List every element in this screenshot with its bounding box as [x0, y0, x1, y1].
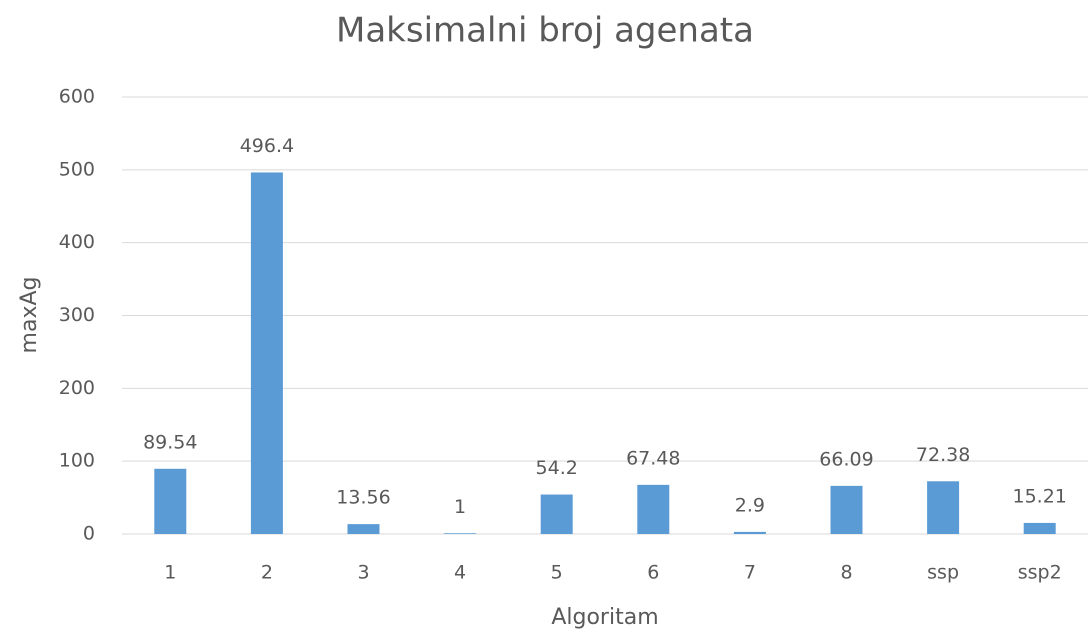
data-label: 54.2	[536, 457, 578, 479]
x-tick-label: ssp	[927, 562, 959, 584]
x-tick-label: 5	[551, 562, 563, 584]
data-label: 1	[454, 496, 466, 518]
bar	[154, 468, 187, 534]
data-label: 15.21	[1012, 485, 1066, 507]
y-tick-label: 300	[59, 304, 95, 326]
y-tick-label: 400	[59, 231, 95, 253]
x-axis-label: Algoritam	[551, 605, 658, 630]
data-label: 2.9	[735, 494, 765, 516]
data-label: 67.48	[626, 447, 680, 469]
data-label: 496.4	[240, 135, 294, 157]
bar	[927, 481, 960, 534]
y-tick-label: 0	[83, 523, 95, 545]
data-label: 89.54	[143, 431, 197, 453]
bar	[1023, 522, 1056, 534]
x-tick-label: 6	[647, 562, 659, 584]
x-tick-label: 2	[261, 562, 273, 584]
x-tick-label: 3	[357, 562, 369, 584]
bar	[637, 484, 670, 534]
bar	[830, 485, 863, 534]
data-label: 13.56	[336, 487, 390, 509]
bar	[444, 533, 477, 534]
bar	[733, 531, 766, 534]
y-tick-label: 600	[59, 86, 95, 108]
bar	[540, 494, 573, 534]
data-label: 66.09	[819, 448, 873, 470]
x-tick-label: 1	[164, 562, 176, 584]
y-tick-label: 200	[59, 377, 95, 399]
bar	[250, 172, 283, 535]
y-axis-label: maxAg	[17, 277, 42, 354]
y-tick-label: 500	[59, 158, 95, 180]
data-label: 72.38	[916, 444, 970, 466]
bar	[347, 524, 380, 534]
x-tick-label: 8	[840, 562, 852, 584]
x-tick-label: 4	[454, 562, 466, 584]
x-tick-label: ssp2	[1018, 562, 1062, 584]
x-tick-label: 7	[744, 562, 756, 584]
chart-title: Maksimalni broj agenata	[336, 11, 754, 51]
y-tick-label: 100	[59, 450, 95, 472]
